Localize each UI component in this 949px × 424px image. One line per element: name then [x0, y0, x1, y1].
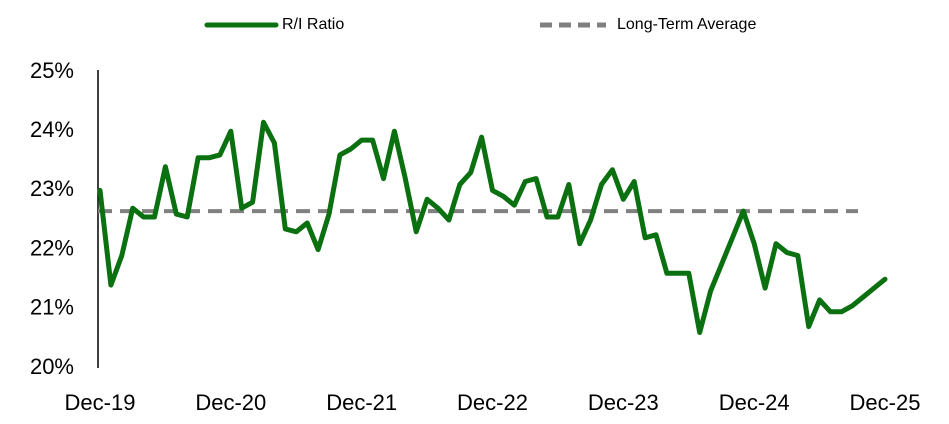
x-tick-label: Dec-22	[457, 390, 528, 415]
y-tick-label: 20%	[30, 354, 74, 379]
y-tick-label: 22%	[30, 235, 74, 260]
x-tick-label: Dec-21	[326, 390, 397, 415]
x-tick-label: Dec-24	[719, 390, 790, 415]
legend-label: R/I Ratio	[282, 16, 344, 33]
y-tick-label: 21%	[30, 295, 74, 320]
x-tick-label: Dec-19	[65, 390, 136, 415]
y-tick-label: 24%	[30, 117, 74, 142]
x-tick-label: Dec-20	[195, 390, 266, 415]
y-tick-label: 23%	[30, 176, 74, 201]
x-tick-label: Dec-23	[588, 390, 659, 415]
data-line	[97, 119, 888, 335]
legend-label: Long-Term Average	[617, 16, 756, 33]
x-tick-label: Dec-25	[850, 390, 921, 415]
y-tick-label: 25%	[30, 58, 74, 83]
